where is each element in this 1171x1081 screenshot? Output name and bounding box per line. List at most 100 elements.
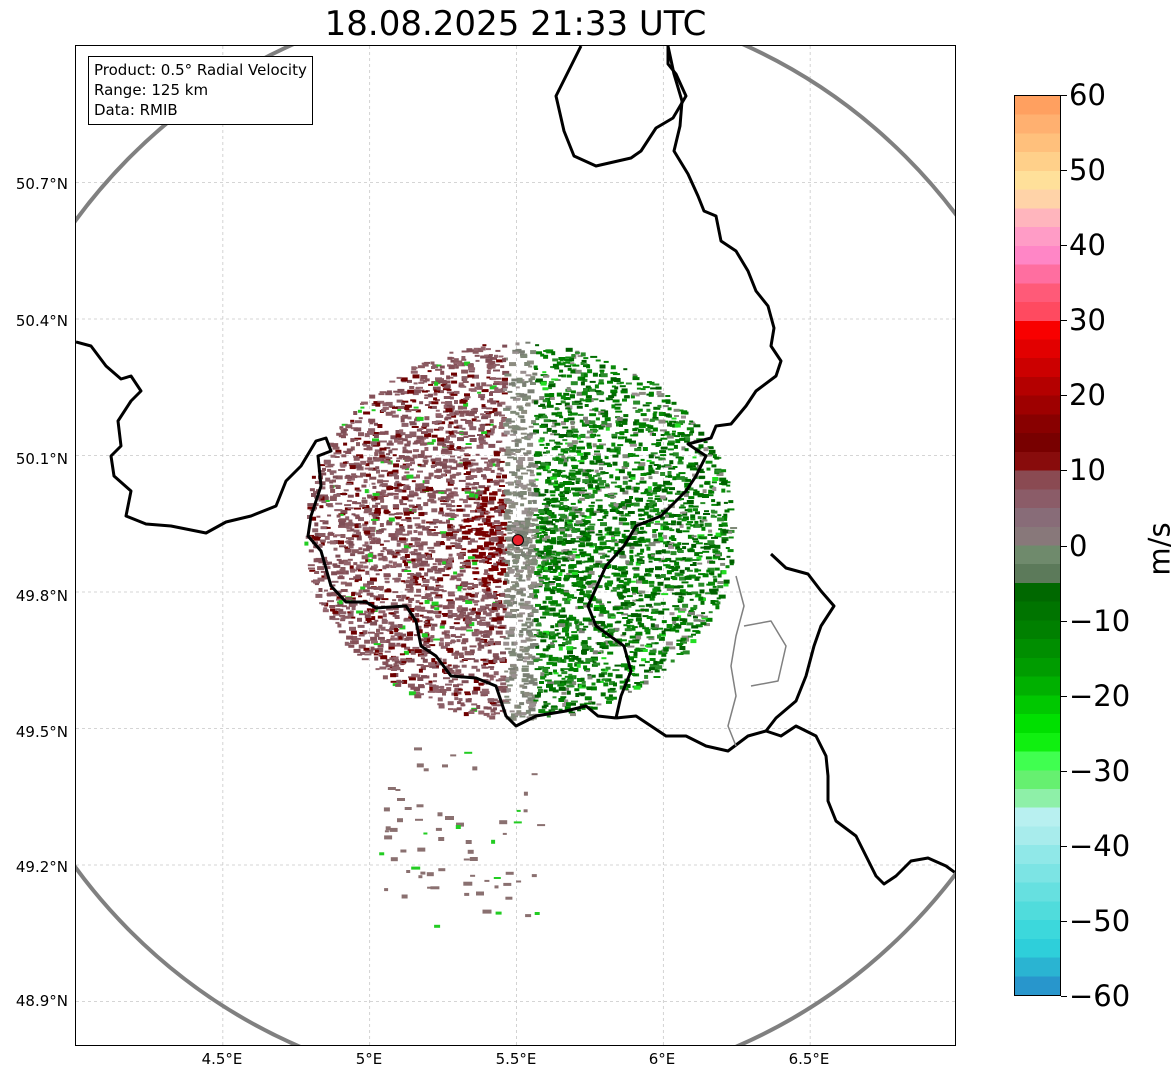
echo-pixel	[601, 645, 609, 650]
echo-pixel	[409, 490, 414, 495]
echo-pixel	[612, 696, 617, 700]
echo-pixel	[374, 633, 380, 637]
echo-pixel	[435, 461, 442, 466]
echo-pixel	[592, 479, 597, 482]
echo-pixel	[571, 487, 575, 491]
echo-pixel	[470, 410, 477, 414]
echo-pixel	[686, 427, 694, 431]
echo-pixel	[492, 704, 500, 707]
echo-pixel	[647, 430, 653, 433]
echo-pixel	[484, 546, 490, 550]
echo-pixel	[603, 682, 609, 687]
echo-pixel	[418, 685, 425, 689]
echo-pixel	[630, 476, 636, 480]
echo-pixel	[512, 531, 518, 533]
echo-pixel	[634, 497, 639, 501]
echo-pixel	[562, 702, 567, 707]
echo-pixel	[571, 529, 578, 533]
echo-pixel	[619, 574, 627, 578]
echo-pixel	[396, 457, 403, 460]
echo-pixel	[571, 596, 577, 599]
echo-pixel	[604, 555, 610, 558]
echo-pixel	[401, 518, 408, 521]
echo-pixel	[400, 484, 406, 486]
echo-pixel	[630, 580, 636, 583]
echo-pixel	[412, 442, 418, 445]
echo-pixel	[510, 453, 516, 455]
echo-pixel	[578, 440, 584, 443]
echo-pixel	[534, 571, 541, 575]
echo-pixel	[571, 506, 576, 511]
echo-pixel	[660, 574, 666, 578]
echo-pixel	[480, 396, 485, 401]
echo-pixel	[505, 462, 511, 467]
echo-pixel	[636, 579, 643, 584]
echo-pixel	[396, 549, 404, 553]
echo-pixel	[588, 603, 593, 608]
echo-pixel	[329, 484, 334, 489]
echo-pixel	[488, 608, 493, 611]
echo-pixel	[698, 555, 703, 558]
echo-pixel	[577, 605, 584, 609]
echo-pixel	[557, 682, 565, 687]
echo-pixel	[512, 559, 520, 562]
echo-pixel	[674, 561, 680, 566]
echo-pixel	[395, 517, 401, 520]
echo-pixel	[361, 555, 369, 560]
echo-pixel	[346, 499, 352, 502]
echo-pixel	[569, 449, 575, 453]
echo-pixel	[320, 541, 325, 546]
echo-pixel	[474, 354, 480, 357]
radar-map[interactable]	[75, 45, 956, 1046]
echo-pixel	[675, 514, 682, 517]
echo-pixel	[629, 635, 636, 639]
echo-pixel	[600, 392, 605, 394]
echo-pixel	[497, 543, 505, 548]
echo-pixel	[564, 574, 570, 579]
echo-pixel	[417, 497, 422, 500]
echo-pixel	[509, 594, 516, 598]
echo-pixel	[461, 548, 467, 551]
echo-pixel	[515, 398, 521, 401]
echo-pixel	[550, 625, 555, 629]
echo-pixel	[620, 418, 628, 422]
echo-pixel	[417, 365, 425, 369]
echo-pixel	[358, 517, 364, 522]
echo-pixel	[492, 581, 499, 584]
echo-pixel	[390, 435, 398, 440]
echo-pixel	[376, 495, 384, 500]
echo-pixel	[324, 496, 329, 501]
echo-pixel	[524, 691, 530, 696]
echo-pixel	[703, 513, 710, 515]
echo-pixel	[534, 414, 539, 417]
echo-pixel	[499, 635, 506, 638]
echo-pixel	[481, 664, 487, 667]
echo-pixel	[388, 449, 393, 454]
echo-pixel	[340, 535, 346, 538]
echo-pixel	[343, 461, 347, 464]
echo-pixel	[564, 487, 571, 491]
echo-pixel	[564, 365, 572, 368]
echo-pixel	[585, 476, 590, 479]
echo-pixel	[564, 706, 571, 711]
echo-pixel	[365, 533, 370, 536]
map-canvas[interactable]	[76, 46, 956, 1046]
echo-pixel	[373, 564, 378, 569]
echo-pixel	[404, 646, 411, 650]
echo-pixel	[606, 398, 613, 401]
echo-pixel	[673, 585, 680, 589]
echo-pixel	[390, 566, 397, 568]
echo-pixel	[523, 454, 528, 456]
echo-pixel	[418, 668, 423, 673]
echo-pixel	[396, 542, 401, 547]
echo-pixel	[537, 556, 541, 559]
echo-pixel	[373, 653, 380, 656]
echo-pixel	[383, 573, 391, 578]
echo-pixel	[394, 438, 398, 443]
echo-pixel	[516, 459, 523, 463]
echo-pixel	[481, 518, 486, 523]
echo-pixel	[436, 386, 441, 391]
echo-pixel	[451, 613, 458, 617]
echo-pixel	[483, 559, 490, 564]
echo-pixel	[494, 506, 501, 510]
